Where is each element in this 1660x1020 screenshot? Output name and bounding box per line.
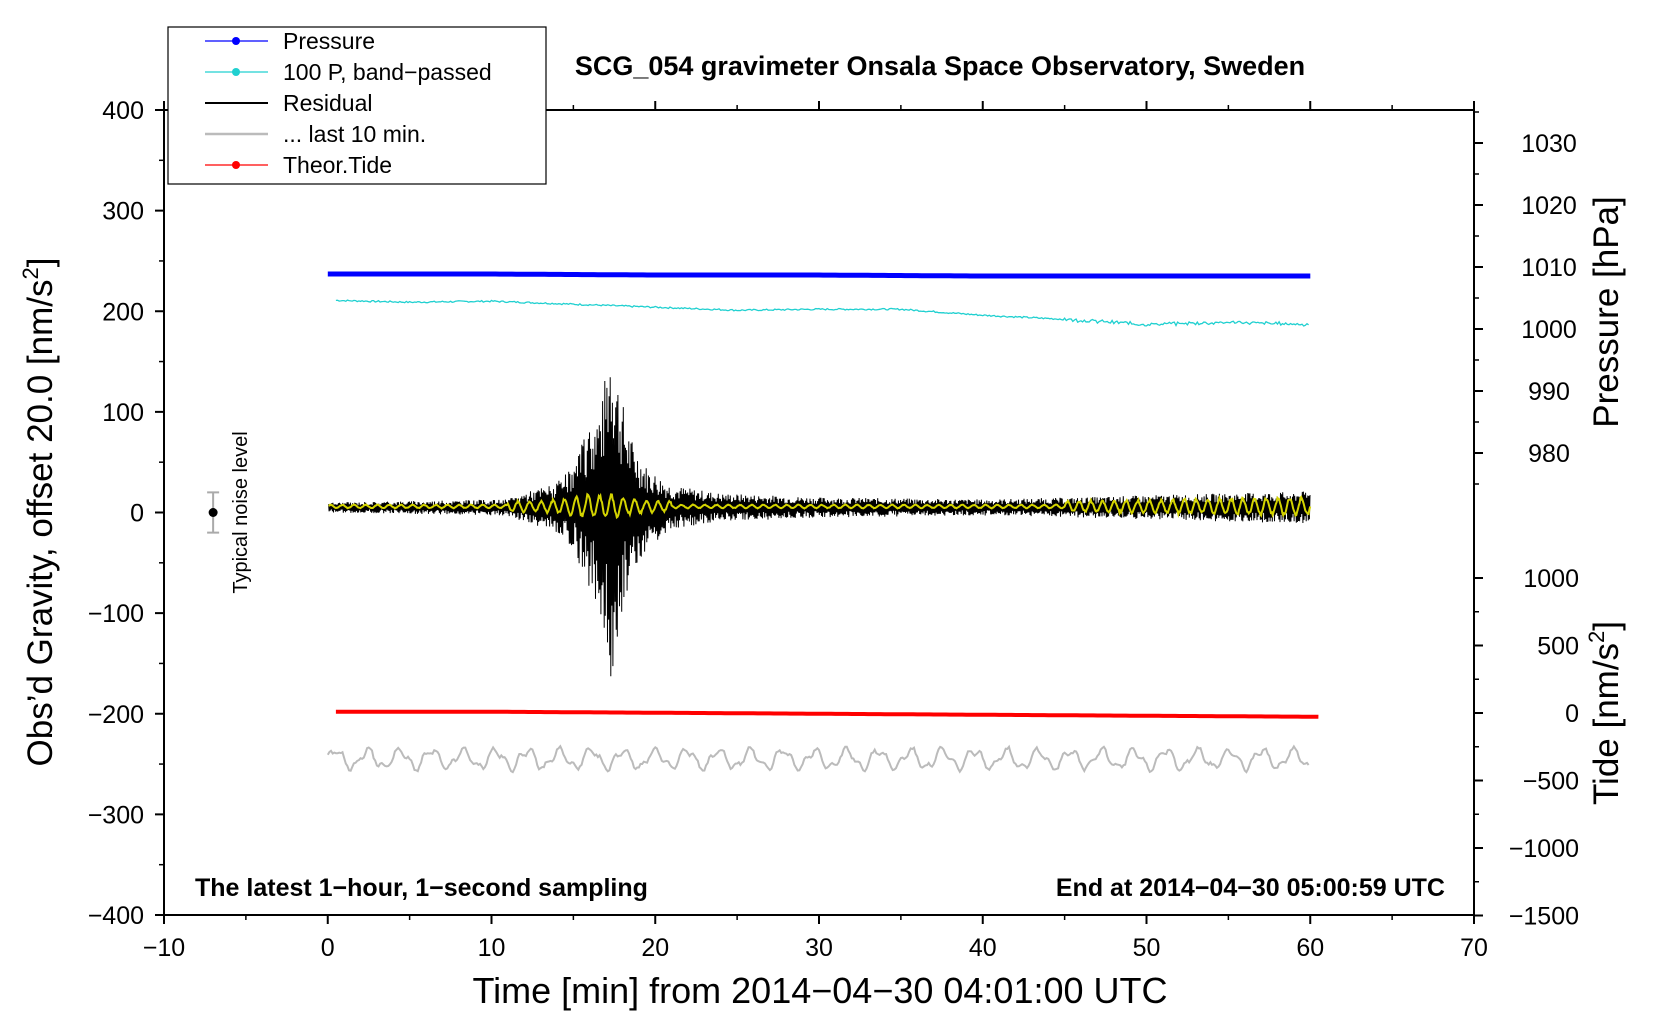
- legend-label-2: Residual: [283, 90, 373, 116]
- y-tick-label: 300: [102, 198, 144, 226]
- annotation-sampling: The latest 1−hour, 1−second sampling: [195, 874, 648, 902]
- x-tick-label: 30: [805, 934, 833, 962]
- tide-tick-label: 1000: [1523, 565, 1579, 593]
- y-axis-tide-label: Tide [nm/s2]: [1584, 621, 1626, 805]
- x-tick-label: 10: [478, 934, 506, 962]
- y-tick-label: −100: [88, 600, 144, 628]
- chart-title: SCG_054 gravimeter Onsala Space Observat…: [575, 51, 1305, 81]
- tide-tick-label: −1000: [1509, 835, 1579, 863]
- legend-box: [167, 26, 547, 185]
- series-pressure-line: [327, 271, 1311, 279]
- tide-tick-label: 0: [1565, 700, 1579, 728]
- tide-tick-label: 500: [1537, 633, 1579, 661]
- y-tick-label: −400: [88, 902, 144, 930]
- legend-label-3: ... last 10 min.: [283, 121, 426, 147]
- y-tick-label: 200: [102, 298, 144, 326]
- series-layer: [326, 271, 1319, 774]
- y-tick-label: 400: [102, 97, 144, 125]
- x-tick-label: 70: [1460, 934, 1488, 962]
- noise-level-indicator: Typical noise level: [207, 431, 252, 594]
- tide-label-end: ]: [1587, 621, 1626, 631]
- y-axis-pressure-label: Pressure [hPa]: [1587, 196, 1626, 428]
- noise-level-label: Typical noise level: [230, 431, 252, 593]
- legend-marker-4: [232, 161, 240, 169]
- pressure-tick-label: 1020: [1521, 192, 1577, 220]
- pressure-tick-label: 1030: [1521, 130, 1577, 158]
- x-tick-label: 40: [969, 934, 997, 962]
- x-tick-label: 20: [641, 934, 669, 962]
- series-pressure-bandpassed-line: [335, 299, 1309, 327]
- y-tick-label: −300: [88, 801, 144, 829]
- series-yellow-bandpassed-line: [328, 492, 1312, 520]
- y-axis-left: 400 300 200 100 0 −100 −200 −300 −400: [88, 97, 164, 930]
- y-tick-label: 0: [130, 500, 144, 528]
- tide-tick-label: −1500: [1509, 903, 1579, 931]
- y-left-label-sup: 2: [18, 267, 43, 279]
- annotation-end-time: End at 2014−04−30 05:00:59 UTC: [1056, 874, 1445, 902]
- x-tick-label: −10: [143, 934, 185, 962]
- series-last-10-min-line: [326, 744, 1310, 774]
- tide-label-main: Tide [nm/s: [1587, 643, 1626, 805]
- x-axis-label: Time [min] from 2014−04−30 04:01:00 UTC: [472, 970, 1167, 1011]
- x-tick-label: 60: [1296, 934, 1324, 962]
- series-theor-tide-line: [335, 709, 1319, 719]
- y-axis-pressure: 1030 1020 1010 1000 990 980: [1474, 111, 1577, 485]
- y-left-label-end: ]: [21, 258, 60, 268]
- legend-label-1: 100 P, band−passed: [283, 59, 492, 85]
- noise-level-dot: [208, 508, 218, 517]
- y-tick-label: 100: [102, 399, 144, 427]
- x-tick-label: 0: [321, 934, 335, 962]
- legend: Pressure 100 P, band−passed Residual ... la…: [167, 26, 547, 185]
- pressure-tick-label: 1010: [1521, 254, 1577, 282]
- y-axis-left-label: Obs’d Gravity, offset 20.0 [nm/s2]: [18, 258, 60, 767]
- tide-tick-label: −500: [1523, 768, 1579, 796]
- pressure-tick-label: 1000: [1521, 316, 1577, 344]
- legend-marker-0: [232, 37, 240, 45]
- legend-label-0: Pressure: [283, 28, 375, 54]
- y-tick-label: −200: [88, 701, 144, 729]
- legend-label-4: Theor.Tide: [283, 152, 392, 178]
- tide-label-sup: 2: [1584, 631, 1609, 643]
- x-tick-label: 50: [1133, 934, 1161, 962]
- pressure-tick-label: 980: [1528, 440, 1570, 468]
- y-left-label-main: Obs’d Gravity, offset 20.0 [nm/s: [21, 280, 60, 767]
- legend-marker-1: [232, 68, 240, 76]
- y-axis-tide: 1000 500 0 −500 −1000 −1500: [1474, 565, 1579, 931]
- pressure-tick-label: 990: [1528, 378, 1570, 406]
